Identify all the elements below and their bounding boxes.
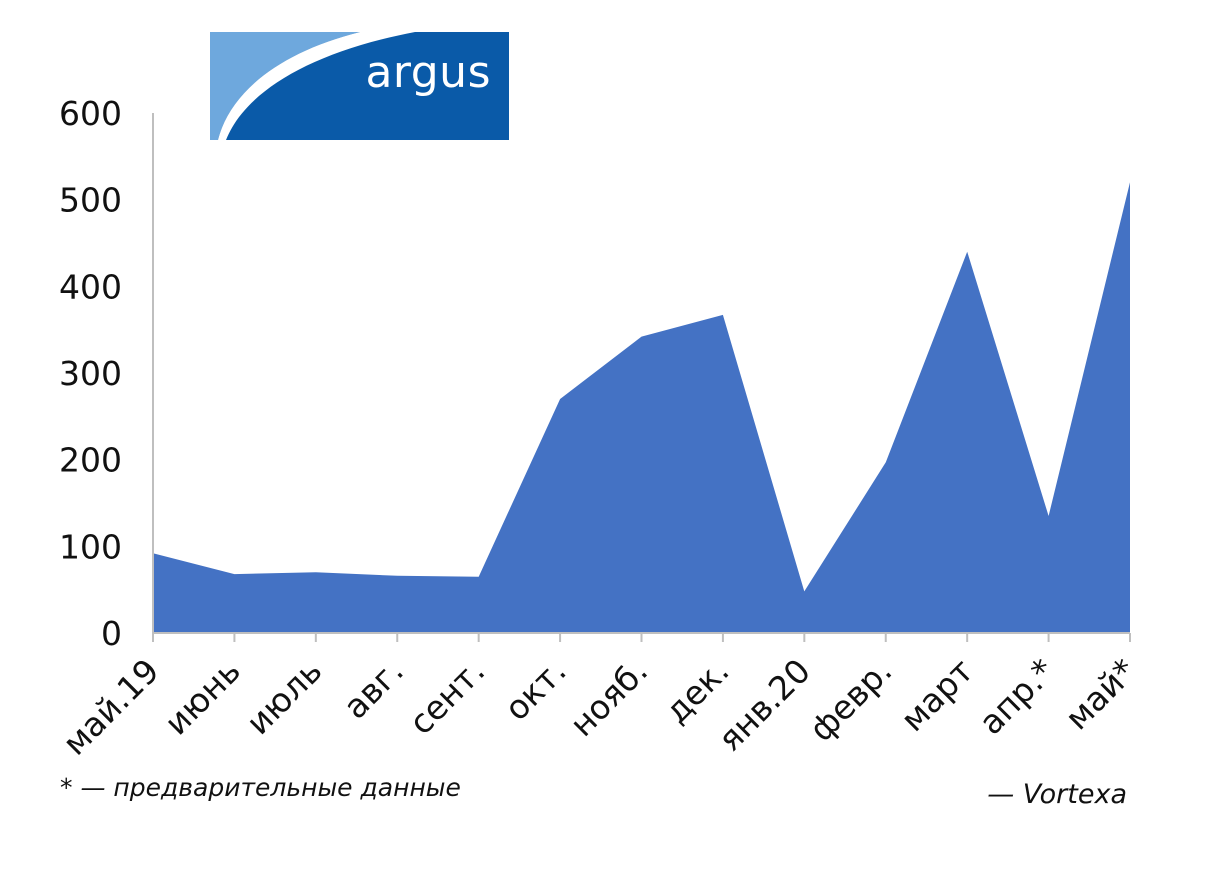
x-tick-label: нояб. xyxy=(562,651,655,744)
logo-wordmark: argus xyxy=(365,47,491,98)
logo-light-swoosh xyxy=(210,32,360,140)
x-tick-label: май* xyxy=(1057,651,1143,737)
axes-layer xyxy=(152,113,1131,642)
y-tick-label: 400 xyxy=(59,267,122,306)
y-tick-label: 200 xyxy=(59,441,122,480)
x-tick-label: июль xyxy=(238,651,329,742)
x-tick-label: февр. xyxy=(802,651,900,749)
x-tick-label: апр.* xyxy=(971,651,1062,742)
y-tick-label: 300 xyxy=(59,354,122,393)
argus-logo: argus xyxy=(210,32,509,140)
y-tick-label: 500 xyxy=(59,181,122,220)
source-note: — Vortexa xyxy=(987,779,1127,810)
x-tick-label: май.19 xyxy=(55,651,167,763)
y-tick-label: 600 xyxy=(59,94,122,133)
x-tick-label: авг. xyxy=(336,651,411,726)
logo-white-band xyxy=(218,32,415,140)
footnote: * — предварительные данные xyxy=(60,773,461,802)
series-area xyxy=(153,182,1130,634)
x-tick-label: сент. xyxy=(401,651,492,742)
y-tick-label: 0 xyxy=(101,614,122,653)
x-tick-label: янв.20 xyxy=(710,651,818,759)
area-layer xyxy=(153,182,1130,634)
x-tick-label: июнь xyxy=(157,651,248,742)
y-tick-label: 100 xyxy=(59,527,122,566)
argus-logo-graphic xyxy=(210,32,509,140)
x-tick-label: март xyxy=(893,651,981,739)
y-axis-tick-labels: 0 100 200 300 400 500 600 xyxy=(59,94,122,653)
